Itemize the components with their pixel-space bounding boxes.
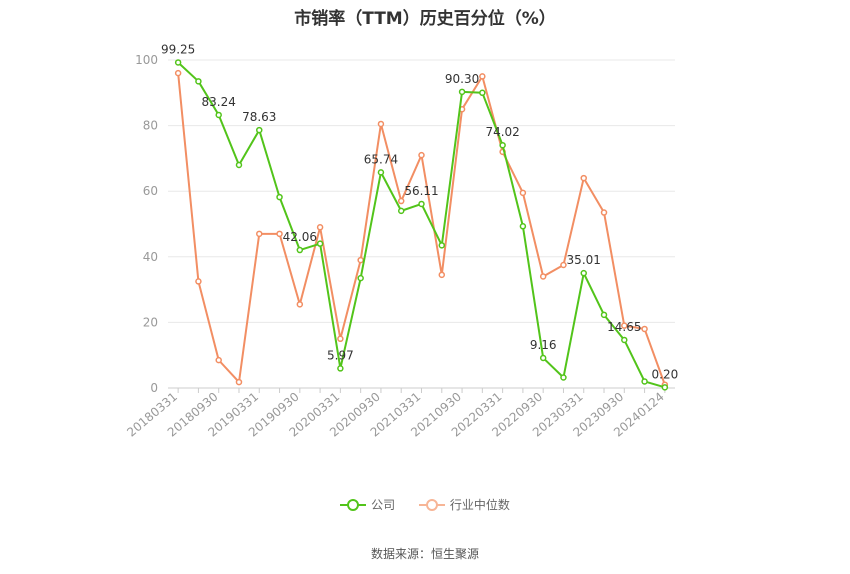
industry-point-20181231 xyxy=(235,378,243,386)
industry-point-20211231 xyxy=(479,73,486,80)
data-label-20190331: 78.63 xyxy=(242,110,276,124)
y-tick-label-0: 0 xyxy=(150,381,158,395)
industry-point-20180630 xyxy=(195,278,202,285)
data-label-20200331: 5.97 xyxy=(327,348,354,362)
industry-point-20190930 xyxy=(296,301,304,308)
company-point-20180930 xyxy=(215,111,222,119)
company-point-20200331 xyxy=(337,365,344,372)
y-tick-label-60: 60 xyxy=(143,184,158,198)
data-label-20210930: 90.30 xyxy=(445,72,479,86)
company-point-20191231 xyxy=(316,240,324,247)
company-point-20220331 xyxy=(499,141,506,149)
data-label-20210331: 56.11 xyxy=(404,184,438,198)
data-label-20230331: 35.01 xyxy=(567,253,601,267)
industry-point-20221231 xyxy=(560,261,567,269)
industry-point-20220930 xyxy=(539,273,547,280)
company-point-20240124 xyxy=(661,384,669,391)
data-label-20180930: 83.24 xyxy=(202,95,236,109)
industry-point-20191231 xyxy=(316,224,324,231)
industry-point-20180331 xyxy=(174,69,182,77)
industry-point-20200930 xyxy=(377,120,385,128)
series-layer xyxy=(174,59,669,391)
legend-swatch-industry xyxy=(418,498,445,511)
legend-label-company: 公司 xyxy=(371,498,396,512)
industry-point-20230630 xyxy=(600,209,608,216)
industry-point-20200630 xyxy=(357,256,364,264)
y-tick-label-80: 80 xyxy=(143,119,158,133)
company-point-20231231 xyxy=(641,378,648,385)
company-point-20201231 xyxy=(397,207,405,215)
industry-point-20231231 xyxy=(641,325,648,333)
data-label-20220930: 9.16 xyxy=(530,338,557,352)
axis-layer: 0204060801002018033120180930201903312019… xyxy=(124,53,667,440)
industry-point-20220630 xyxy=(519,189,527,197)
industry-point-20190630 xyxy=(276,230,283,238)
data-label-20220331: 74.02 xyxy=(485,125,519,139)
industry-point-20210630 xyxy=(438,271,446,279)
company-point-20211231 xyxy=(479,89,486,97)
data-label-20180331: 99.25 xyxy=(161,42,195,56)
industry-point-20201231 xyxy=(397,197,405,205)
industry-point-20200331 xyxy=(337,335,344,343)
company-point-20200930 xyxy=(377,169,385,176)
industry-point-20230331 xyxy=(580,174,587,182)
company-point-20230630 xyxy=(600,311,608,319)
company-point-20210331 xyxy=(418,200,425,208)
company-point-20181231 xyxy=(235,161,243,169)
y-tick-label-40: 40 xyxy=(143,250,158,264)
legend-label-industry: 行业中位数 xyxy=(449,498,510,512)
legend-item-company[interactable]: 公司 xyxy=(340,496,395,513)
legend: 公司 行业中位数 xyxy=(0,496,850,514)
legend-swatch-company xyxy=(340,498,367,511)
industry-point-20190331 xyxy=(256,230,263,238)
company-point-20180331 xyxy=(174,59,182,66)
company-point-20210930 xyxy=(458,88,466,96)
data-label-20230930: 14.65 xyxy=(607,320,641,334)
company-point-20230331 xyxy=(580,269,587,277)
y-tick-label-100: 100 xyxy=(135,53,158,67)
company-point-20220630 xyxy=(519,223,527,230)
data-label-20240124: 0.20 xyxy=(652,367,679,381)
chart-title: 市销率（TTM）历史百分位（%） xyxy=(294,9,556,29)
company-point-20230930 xyxy=(621,336,628,344)
company-point-20210630 xyxy=(438,242,446,249)
industry-point-20230930 xyxy=(621,322,628,329)
legend-item-industry[interactable]: 行业中位数 xyxy=(418,496,510,513)
data-label-20200930: 65.74 xyxy=(364,152,398,166)
label-layer: 99.25 83.24 78.63 42.06 5.97 65.74 56.11 90.30 7… xyxy=(161,42,678,381)
data-source: 数据来源：恒生聚源 xyxy=(370,547,479,561)
industry-point-20180930 xyxy=(215,356,222,364)
y-tick-label-20: 20 xyxy=(143,315,158,329)
company-point-20190930 xyxy=(296,246,304,254)
company-point-20200630 xyxy=(357,274,364,282)
company-point-20221231 xyxy=(560,374,567,381)
data-label-20190930: 42.06 xyxy=(283,230,317,244)
company-point-20190630 xyxy=(276,193,283,201)
company-point-20190331 xyxy=(256,126,263,134)
industry-point-20210331 xyxy=(418,151,425,159)
company-point-20220930 xyxy=(539,354,547,362)
company-point-20180630 xyxy=(195,78,202,85)
